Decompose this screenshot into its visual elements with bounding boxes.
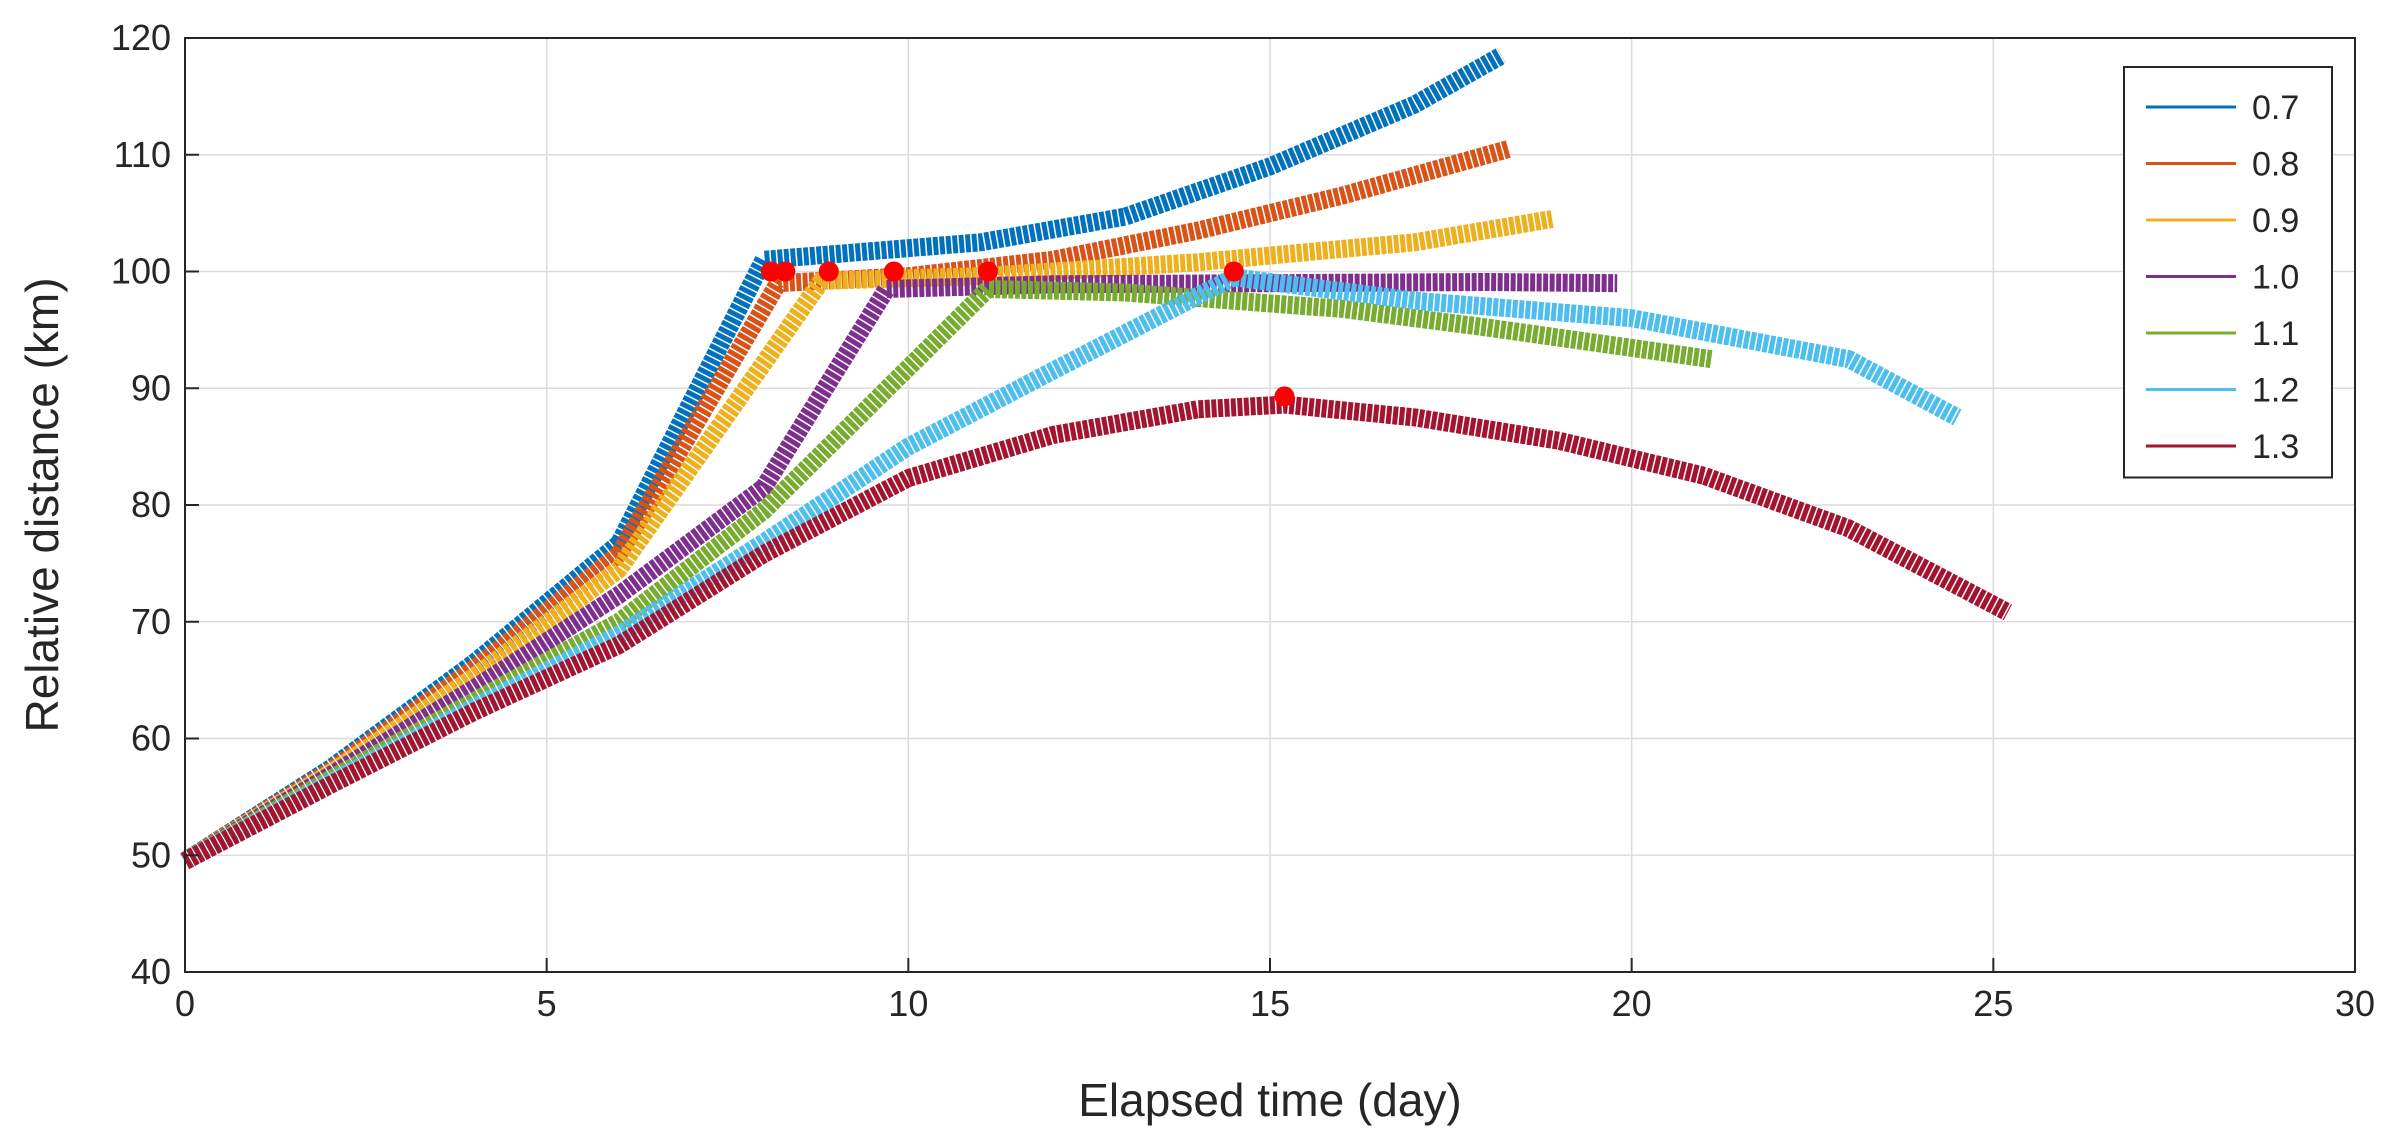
y-tick-label: 50 <box>131 834 171 875</box>
series-line-0.9 <box>180 210 1554 869</box>
y-tick-label: 120 <box>111 17 171 58</box>
x-tick-label: 20 <box>1612 983 1652 1024</box>
marker-1.1 <box>977 261 998 282</box>
series-line-0.7 <box>180 47 1506 869</box>
legend-label-1.1: 1.1 <box>2252 315 2299 353</box>
series-line-1.3 <box>180 395 2013 870</box>
series-line-1.0 <box>180 273 1618 869</box>
x-tick-label: 10 <box>888 983 928 1024</box>
x-tick-label: 30 <box>2335 983 2375 1024</box>
marker-1.0 <box>883 261 904 282</box>
legend-label-1.3: 1.3 <box>2252 428 2299 466</box>
legend: 0.7 0.8 0.9 1.0 1.1 1.2 1.3 <box>2123 66 2333 479</box>
x-tick-label: 15 <box>1250 983 1290 1024</box>
legend-label-0.7: 0.7 <box>2252 89 2299 127</box>
y-axis-title: Relative distance (km) <box>16 277 68 732</box>
x-axis-title: Elapsed time (day) <box>1078 1074 1462 1126</box>
y-tick-label: 80 <box>131 484 171 525</box>
legend-label-1.0: 1.0 <box>2252 259 2299 297</box>
series-lines <box>180 47 2013 870</box>
series-markers <box>760 261 1295 407</box>
marker-1.2 <box>1223 261 1244 282</box>
y-tick-label: 60 <box>131 718 171 759</box>
legend-label-0.9: 0.9 <box>2252 202 2299 240</box>
x-tick-label: 0 <box>175 983 195 1024</box>
axis-ticks: 0 5 10 15 20 25 30 40 50 60 70 80 90 100 110 120 <box>111 17 2375 1024</box>
x-tick-label: 5 <box>537 983 557 1024</box>
y-tick-label: 100 <box>111 251 171 292</box>
y-tick-label: 70 <box>131 601 171 642</box>
marker-1.3 <box>1274 386 1295 407</box>
marker-0.7 <box>760 261 781 282</box>
x-tick-label: 25 <box>1973 983 2013 1024</box>
y-tick-label: 110 <box>114 134 171 175</box>
legend-label-1.2: 1.2 <box>2252 372 2299 410</box>
y-tick-label: 90 <box>131 367 171 408</box>
legend-box <box>2123 66 2333 479</box>
legend-label-0.8: 0.8 <box>2252 146 2299 184</box>
marker-0.9 <box>818 261 839 282</box>
y-tick-label: 40 <box>131 951 171 992</box>
marker-0.8 <box>775 261 796 282</box>
